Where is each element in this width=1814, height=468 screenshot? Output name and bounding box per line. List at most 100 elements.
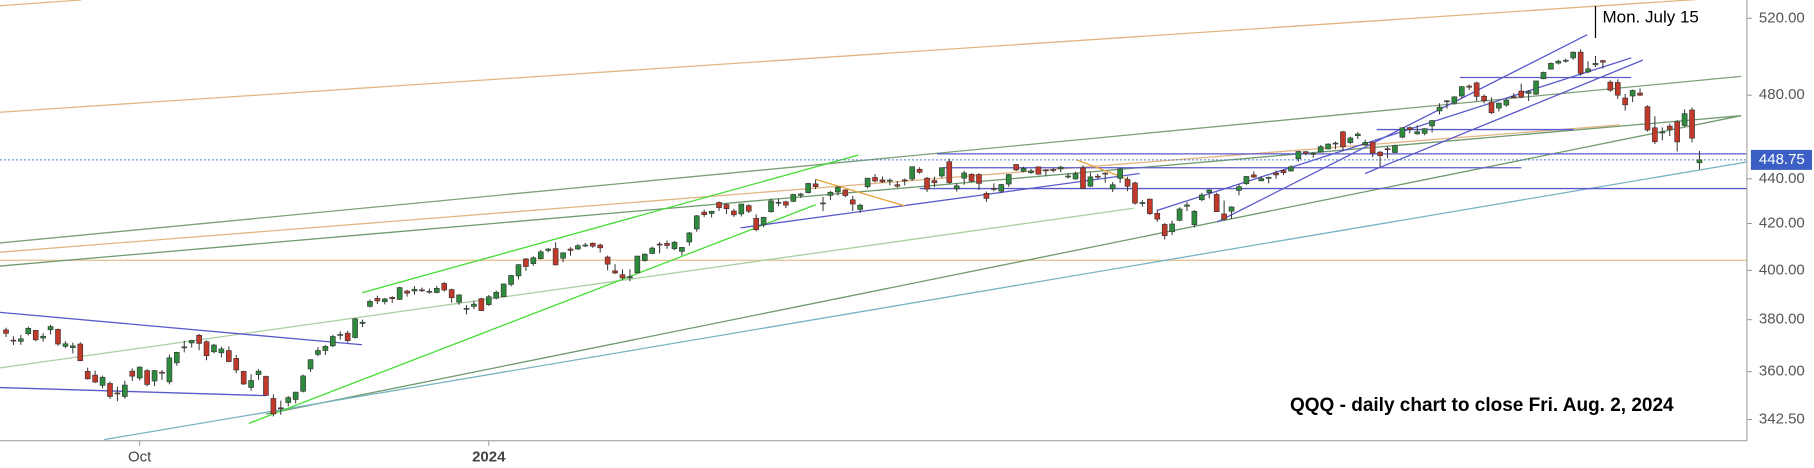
candle-body bbox=[1154, 212, 1161, 220]
candle-body bbox=[552, 248, 559, 266]
candle-body bbox=[857, 204, 863, 210]
candle-body bbox=[1005, 174, 1012, 185]
candle-body bbox=[211, 344, 217, 353]
candle-body bbox=[872, 177, 878, 182]
candle-body bbox=[426, 290, 433, 293]
candle-body bbox=[136, 366, 143, 379]
candle-body bbox=[1562, 59, 1569, 62]
candle-body bbox=[1095, 175, 1101, 178]
candle-body bbox=[738, 203, 745, 215]
candle-body bbox=[1236, 186, 1242, 191]
candle-body bbox=[99, 376, 106, 386]
candle-body bbox=[25, 328, 32, 334]
candle-body bbox=[849, 199, 856, 205]
candle-body bbox=[946, 161, 953, 183]
candle-body bbox=[708, 210, 715, 214]
candle-body bbox=[344, 332, 351, 341]
candle-body bbox=[953, 185, 960, 190]
candle-body bbox=[1109, 184, 1116, 190]
candle-body bbox=[1191, 210, 1198, 225]
candle-body bbox=[1258, 178, 1265, 182]
y-tick-label: 342.50 bbox=[1759, 410, 1805, 427]
candle-body bbox=[998, 184, 1005, 192]
candle-body bbox=[3, 329, 9, 334]
candle-body bbox=[300, 375, 306, 392]
candle-body bbox=[1429, 120, 1435, 127]
candle-body bbox=[619, 274, 626, 279]
candle-body bbox=[1451, 96, 1458, 104]
candle-body bbox=[166, 357, 173, 383]
candle-body bbox=[1303, 151, 1309, 154]
candle-body bbox=[1555, 60, 1562, 64]
candle-body bbox=[1057, 166, 1064, 170]
candle-body bbox=[693, 215, 700, 230]
candle-body bbox=[567, 248, 574, 251]
candle-body bbox=[641, 253, 648, 261]
candle-body bbox=[315, 350, 321, 355]
candle-body bbox=[47, 326, 54, 331]
candle-body bbox=[18, 338, 24, 342]
candle-body bbox=[1629, 90, 1636, 97]
candle-body bbox=[842, 189, 849, 196]
candle-body bbox=[263, 376, 269, 396]
candle-body bbox=[1310, 153, 1317, 155]
candle-body bbox=[1265, 176, 1272, 179]
candle-body bbox=[500, 283, 507, 297]
candle-body bbox=[1117, 168, 1123, 179]
candle-body bbox=[731, 210, 737, 216]
candle-body bbox=[1414, 131, 1421, 135]
candle-body bbox=[1176, 208, 1183, 221]
candle-body bbox=[292, 391, 299, 400]
candle-body bbox=[196, 334, 202, 344]
candle-body bbox=[976, 174, 982, 184]
candle-body bbox=[1347, 137, 1354, 143]
candle-body bbox=[1570, 51, 1577, 59]
candle-body bbox=[255, 370, 262, 375]
candle-body bbox=[1644, 106, 1651, 131]
candle-body bbox=[485, 296, 492, 305]
candle-body bbox=[760, 217, 767, 226]
candle-body bbox=[389, 297, 396, 299]
candle-body bbox=[307, 359, 314, 370]
y-tick-label: 420.00 bbox=[1759, 214, 1805, 231]
candle-body bbox=[1050, 169, 1057, 171]
trend-line bbox=[0, 0, 1699, 113]
candle-body bbox=[723, 204, 730, 210]
candle-body bbox=[612, 270, 618, 274]
candle-body bbox=[523, 258, 529, 267]
candle-body bbox=[1251, 174, 1257, 178]
y-tick-label: 480.00 bbox=[1759, 86, 1805, 103]
candle-body bbox=[1065, 175, 1071, 178]
candle-body bbox=[203, 341, 210, 357]
candle-body bbox=[1681, 113, 1688, 126]
candle-body bbox=[1139, 202, 1146, 204]
candle-body bbox=[1473, 82, 1480, 97]
candle-body bbox=[1280, 170, 1287, 174]
candle-body bbox=[1020, 168, 1027, 172]
candle-body bbox=[55, 329, 61, 345]
candle-body bbox=[181, 346, 188, 349]
candle-body bbox=[1421, 128, 1428, 134]
candle-body bbox=[441, 283, 448, 291]
candle-body bbox=[820, 202, 826, 205]
y-tick-label: 400.00 bbox=[1759, 261, 1805, 278]
candle-body bbox=[790, 194, 797, 202]
candle-body bbox=[1169, 223, 1175, 233]
candle-body bbox=[1406, 127, 1413, 130]
candle-body bbox=[233, 358, 240, 371]
candle-body bbox=[1674, 121, 1680, 143]
candle-body bbox=[374, 298, 381, 302]
candle-body bbox=[1600, 60, 1606, 63]
candle-body bbox=[887, 179, 893, 182]
y-tick-label: 380.00 bbox=[1759, 311, 1805, 328]
candle-body bbox=[582, 244, 589, 247]
candle-body bbox=[1384, 148, 1391, 151]
candle-body bbox=[70, 345, 76, 348]
candle-body bbox=[768, 200, 774, 212]
candle-body bbox=[396, 287, 403, 300]
candle-body bbox=[797, 193, 804, 196]
candle-body bbox=[1399, 127, 1406, 138]
candle-body bbox=[656, 243, 663, 246]
candle-body bbox=[701, 211, 707, 215]
candle-body bbox=[84, 371, 91, 380]
